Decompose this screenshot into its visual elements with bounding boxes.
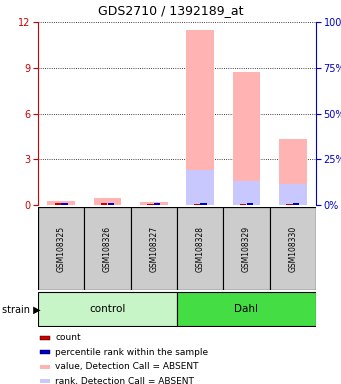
Bar	[247, 204, 253, 205]
Text: GSM108325: GSM108325	[57, 225, 66, 271]
Bar	[279, 139, 307, 205]
Bar	[186, 30, 214, 205]
Bar	[177, 292, 316, 326]
Text: value, Detection Call = ABSENT: value, Detection Call = ABSENT	[55, 362, 198, 371]
Bar	[177, 207, 223, 290]
Text: percentile rank within the sample: percentile rank within the sample	[55, 348, 208, 357]
Bar	[154, 204, 160, 205]
Bar	[108, 203, 114, 205]
Text: GSM108330: GSM108330	[288, 225, 297, 271]
Bar	[38, 207, 84, 290]
Bar	[131, 207, 177, 290]
Bar	[84, 207, 131, 290]
Bar	[47, 201, 75, 205]
Text: strain ▶: strain ▶	[2, 305, 41, 315]
Bar	[38, 292, 177, 326]
Bar	[223, 207, 270, 290]
Text: rank, Detection Call = ABSENT: rank, Detection Call = ABSENT	[55, 377, 194, 384]
Bar	[293, 204, 299, 205]
Text: GSM108326: GSM108326	[103, 225, 112, 271]
Bar	[147, 204, 153, 205]
Text: count: count	[55, 333, 80, 342]
Bar	[240, 204, 246, 205]
Bar	[233, 180, 261, 205]
Bar	[270, 207, 316, 290]
Bar	[55, 203, 61, 205]
Bar	[101, 203, 107, 205]
Bar	[93, 198, 121, 205]
Text: GSM108327: GSM108327	[149, 225, 158, 271]
Bar	[186, 170, 214, 205]
Bar	[233, 72, 261, 205]
Bar	[279, 184, 307, 205]
Bar	[140, 202, 168, 205]
Bar	[201, 204, 207, 205]
Text: GSM108329: GSM108329	[242, 225, 251, 271]
Bar	[61, 204, 68, 205]
Bar	[286, 204, 293, 205]
Bar	[194, 204, 200, 205]
Text: GSM108328: GSM108328	[196, 225, 205, 271]
Text: control: control	[89, 304, 126, 314]
Text: Dahl: Dahl	[235, 304, 258, 314]
Text: GDS2710 / 1392189_at: GDS2710 / 1392189_at	[98, 4, 243, 17]
